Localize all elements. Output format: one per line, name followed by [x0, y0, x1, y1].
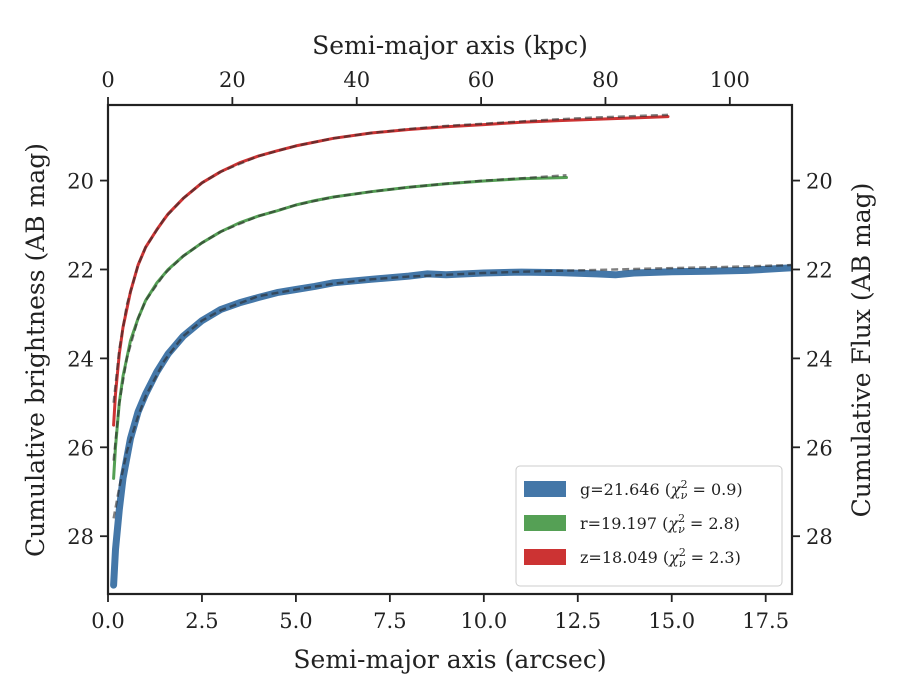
y-axis-title: Cumulative brightness (AB mag): [21, 143, 50, 557]
y-right-tick-label: 20: [806, 170, 833, 194]
y-tick-label: 28: [67, 525, 94, 549]
legend-swatch-z: [524, 549, 566, 565]
x-top-tick-label: 60: [468, 68, 495, 92]
x-tick-label: 10.0: [460, 609, 507, 633]
x-top-tick-label: 20: [219, 68, 246, 92]
x-tick-label: 2.5: [185, 609, 218, 633]
x-tick-label: 7.5: [373, 609, 406, 633]
y-right-tick-label: 24: [806, 347, 833, 371]
x-top-tick-label: 100: [710, 68, 750, 92]
legend: g=21.646 (χ2 ν = 0.9) r=19.197 (χ2 ν = 2.8)…: [515, 465, 783, 587]
y-right-tick-label: 28: [806, 525, 833, 549]
plot-area: [110, 113, 792, 589]
x-top-tick-label: 0: [101, 68, 114, 92]
series-line-r: [112, 176, 568, 480]
x-top-tick-label: 80: [592, 68, 619, 92]
y-right-tick-label: 26: [806, 436, 833, 460]
y-tick-label: 26: [67, 436, 94, 460]
series-group: [110, 113, 792, 589]
x-tick-label: 0.0: [91, 609, 124, 633]
tick-labels: 0.0 2.5 5.0 7.5 10.0 12.5 15.0 17.5 0 20 40 60 80 100…: [67, 68, 832, 633]
y-tick-label: 20: [67, 170, 94, 194]
legend-label-r: r=19.197 (χ2 ν = 2.8): [580, 512, 740, 536]
legend-label-z: z=18.049 (χ2 ν = 2.3): [580, 546, 741, 570]
legend-frame: [515, 465, 783, 587]
x-axis-title: Semi-major axis (arcsec): [293, 645, 606, 674]
model-line-z: [112, 113, 669, 403]
legend-label-g: g=21.646 (χ2 ν = 0.9): [580, 478, 743, 502]
model-line-g: [112, 263, 792, 519]
legend-swatch-g: [524, 481, 566, 497]
x-tick-label: 15.0: [648, 609, 695, 633]
x-tick-label: 5.0: [279, 609, 312, 633]
y-tick-label: 22: [67, 258, 94, 282]
x-top-tick-label: 40: [343, 68, 370, 92]
y-right-tick-label: 22: [806, 258, 833, 282]
y-tick-label: 24: [67, 347, 94, 371]
model-line-r: [112, 174, 567, 461]
plot-frame: [106, 103, 794, 596]
x-axis-top-title: Semi-major axis (kpc): [312, 31, 588, 60]
y-axis-right-title: Cumulative Flux (AB mag): [847, 183, 876, 518]
legend-swatch-r: [524, 515, 566, 531]
x-tick-label: 12.5: [554, 609, 601, 633]
axes: [100, 97, 800, 602]
x-tick-label: 17.5: [742, 609, 789, 633]
